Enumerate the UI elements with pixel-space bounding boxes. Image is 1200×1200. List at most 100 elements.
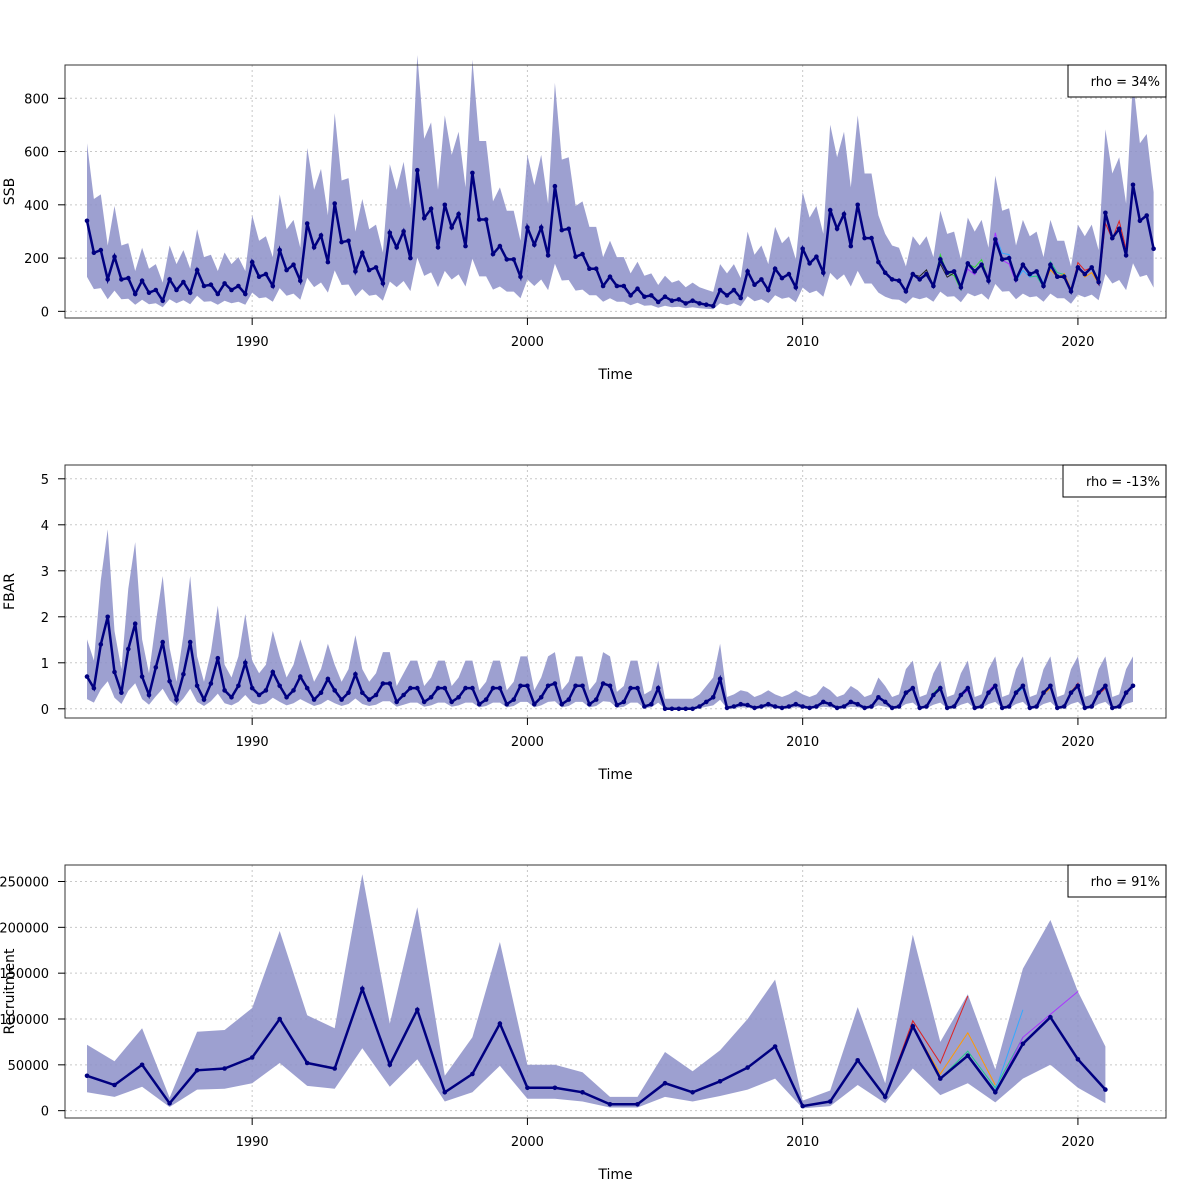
recruitment-data-point (497, 1021, 503, 1026)
ssb-data-point (236, 283, 241, 289)
recruitment-data-point (442, 1090, 448, 1095)
ssb-data-point (559, 227, 565, 233)
ssb-data-point (724, 293, 730, 298)
fbar-data-point (628, 685, 633, 691)
fbar-data-point (724, 705, 730, 711)
fbar-data-point (869, 704, 874, 709)
recruitment-x-tick-label: 2020 (1061, 1135, 1094, 1150)
ssb-data-point (573, 254, 578, 259)
ssb-data-point (986, 278, 991, 284)
ssb-data-point (91, 250, 97, 256)
ssb-data-point (119, 277, 124, 282)
fbar-data-point (882, 699, 888, 705)
fbar-data-point (958, 692, 964, 698)
fbar-data-point (243, 660, 248, 666)
ssb-data-point (903, 289, 909, 294)
recruitment-y-tick-label: 50000 (8, 1059, 49, 1074)
fbar-data-point (1110, 705, 1115, 711)
ssb-data-point (339, 239, 344, 245)
ssb-x-tick-label: 2000 (511, 335, 544, 350)
fbar-data-point (993, 683, 998, 689)
ssb-plot-frame (64, 64, 1167, 319)
recruitment-legend-box (1067, 864, 1167, 898)
ssb-data-point (896, 278, 902, 284)
ssb-data-point (1137, 218, 1143, 224)
ssb-panel: 1990 2000 2010 2020 0 200 400 600 800 Time SSB rho … (2, 55, 1167, 383)
fbar-data-point (924, 704, 929, 709)
fbar-data-point (284, 695, 289, 700)
fbar-y-tick-label: 0 (41, 703, 49, 718)
ssb-y-tick-label: 400 (24, 199, 49, 214)
ssb-data-point (222, 281, 227, 286)
recruitment-data-point (1020, 1041, 1026, 1047)
fbar-data-point (160, 639, 165, 645)
ssb-data-point (497, 243, 503, 249)
fbar-data-point (917, 705, 922, 711)
fbar-data-point (304, 685, 310, 691)
fbar-data-point (1061, 704, 1067, 709)
recruitment-data-point (745, 1065, 750, 1070)
fbar-data-point (456, 695, 461, 700)
fbar-data-point (112, 669, 117, 675)
fbar-data-point (1034, 704, 1039, 709)
fbar-data-point (690, 706, 695, 712)
ssb-data-point (421, 215, 427, 221)
fbar-legend-box (1062, 464, 1167, 498)
ssb-data-point (126, 275, 131, 281)
recruitment-data-point (607, 1102, 613, 1107)
recruitment-data-point (1103, 1087, 1108, 1092)
fbar-data-point (745, 702, 750, 708)
ssb-data-point (951, 269, 957, 274)
recruitment-plot-frame (64, 864, 1167, 1119)
ssb-data-point (153, 287, 159, 293)
ssb-data-point (717, 287, 723, 293)
ssb-data-point (545, 253, 551, 258)
fbar-data-point (944, 705, 950, 711)
recruitment-x-tick-label: 2000 (511, 1135, 544, 1150)
fbar-data-point (1130, 683, 1136, 689)
ssb-data-point (538, 225, 544, 230)
ssb-x-tick-label: 2020 (1061, 335, 1094, 350)
fbar-data-point (1068, 690, 1074, 695)
fbar-data-point (153, 665, 159, 670)
fbar-data-point (98, 642, 104, 647)
fbar-data-point (566, 697, 571, 702)
fbar-data-point (559, 701, 565, 707)
recruitment-data-point (1075, 1057, 1081, 1062)
recruitment-data-point (800, 1103, 805, 1109)
fbar-data-point (545, 683, 551, 689)
ssb-data-point (786, 271, 792, 277)
ssb-data-point (194, 267, 200, 273)
recruitment-main-series-line (86, 985, 1107, 1108)
ssb-data-point (924, 271, 929, 277)
ssb-data-point (1034, 269, 1039, 274)
ssb-data-point (187, 290, 193, 296)
fbar-y-axis-title: FBAR (2, 573, 18, 610)
fbar-x-tick-label: 2000 (511, 735, 544, 750)
fbar-data-point (435, 685, 441, 691)
recruitment-data-point (304, 1060, 310, 1066)
recruitment-data-point (112, 1082, 117, 1088)
fbar-data-point (669, 706, 675, 712)
fbar-data-point (972, 705, 977, 711)
ssb-data-point (1116, 226, 1122, 232)
recruitment-y-tick-label: 150000 (0, 967, 49, 982)
ssb-data-point (463, 243, 468, 249)
recruitment-legend-label: rho = 91% (1091, 875, 1160, 890)
fbar-data-point (848, 699, 854, 705)
fbar-data-point (449, 699, 455, 705)
fbar-data-point (676, 706, 682, 712)
ssb-data-point (277, 247, 283, 253)
ssb-data-point (1055, 274, 1060, 280)
ssb-data-point (807, 261, 812, 266)
ssb-data-point (621, 283, 627, 289)
ssb-x-tick-label: 2010 (786, 335, 819, 350)
recruitment-data-point (222, 1066, 227, 1071)
fbar-data-point (1055, 705, 1060, 711)
ssb-data-point (814, 254, 819, 259)
fbar-data-point (600, 681, 606, 686)
ssb-data-point (174, 287, 179, 293)
ssb-data-point (318, 233, 324, 238)
fbar-data-point (84, 674, 90, 679)
